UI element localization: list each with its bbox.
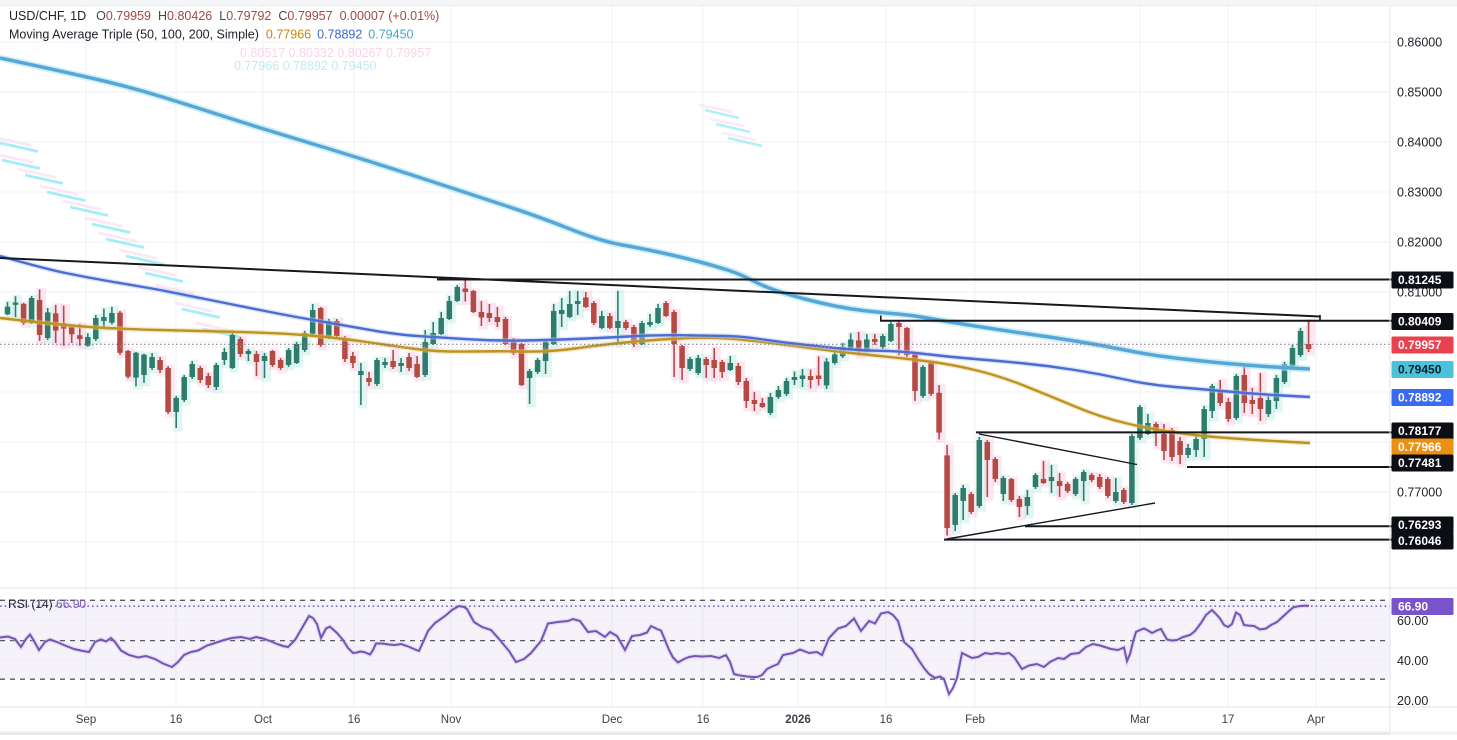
svg-text:0.80517 0.80332 0.80267 0.7: 0.80517 0.80332 0.80267 0.79957 [240,46,431,60]
svg-text:0.79957: 0.79957 [1398,338,1442,352]
svg-text:0.77966 0.78892 0.79450: 0.77966 0.78892 0.79450 [234,59,377,73]
svg-text:Oct: Oct [254,714,273,726]
svg-text:Moving Average Triple (50, 100: Moving Average Triple (50, 100, 200, Sim… [9,28,414,42]
svg-text:0.84000: 0.84000 [1397,135,1442,149]
svg-text:Nov: Nov [441,714,462,726]
svg-text:0.78892: 0.78892 [1398,391,1442,405]
svg-text:0.77481: 0.77481 [1398,456,1442,470]
svg-text:16: 16 [697,714,710,726]
svg-text:60.00: 60.00 [1397,614,1428,628]
svg-text:17: 17 [1222,714,1235,726]
svg-text:0.86000: 0.86000 [1397,35,1442,49]
svg-text:0.77000: 0.77000 [1397,485,1442,499]
svg-text:0.77966: 0.77966 [1398,440,1442,454]
svg-text:0.76293: 0.76293 [1398,518,1442,532]
svg-text:0.76046: 0.76046 [1398,534,1442,548]
svg-text:2026: 2026 [785,714,811,726]
svg-text:0.79450: 0.79450 [1398,363,1442,377]
svg-text:16: 16 [170,714,183,726]
svg-text:66.90: 66.90 [1398,600,1428,614]
svg-text:0.82000: 0.82000 [1397,235,1442,249]
svg-text:0.80409: 0.80409 [1398,315,1442,329]
svg-text:0.81245: 0.81245 [1398,273,1442,287]
svg-text:0.85000: 0.85000 [1397,85,1442,99]
svg-text:Feb: Feb [965,714,985,726]
svg-text:Dec: Dec [602,714,623,726]
svg-text:40.00: 40.00 [1397,654,1428,668]
svg-text:Sep: Sep [76,714,96,726]
svg-text:0.78177: 0.78177 [1398,424,1442,438]
svg-text:0.83000: 0.83000 [1397,185,1442,199]
svg-text:Mar: Mar [1130,714,1150,726]
svg-text:20.00: 20.00 [1397,694,1428,708]
svg-text:RSI (14) 66.90: RSI (14) 66.90 [8,597,86,611]
svg-text:0.81000: 0.81000 [1397,285,1442,299]
svg-text:16: 16 [880,714,893,726]
svg-text:16: 16 [348,714,361,726]
svg-text:Apr: Apr [1307,714,1325,726]
